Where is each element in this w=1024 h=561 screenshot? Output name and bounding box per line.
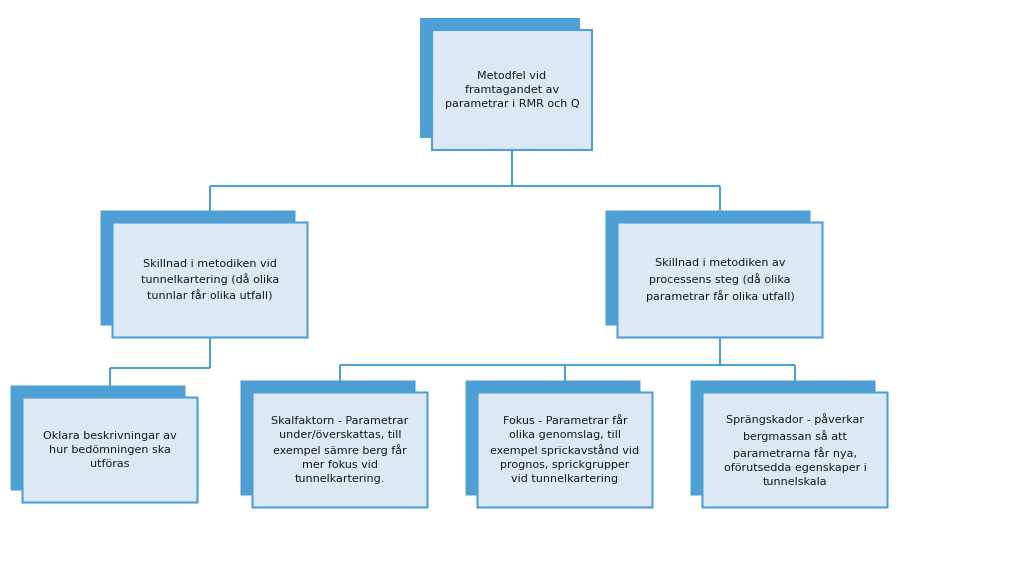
- FancyBboxPatch shape: [420, 18, 580, 138]
- Text: Skillnad i metodiken vid
tunnelkartering (då olika
tunnlar får olika utfall): Skillnad i metodiken vid tunnelkartering…: [141, 259, 280, 301]
- Text: Metodfel vid
framtagandet av
parametrar i RMR och Q: Metodfel vid framtagandet av parametrar …: [444, 71, 580, 109]
- FancyBboxPatch shape: [617, 223, 822, 338]
- Text: Sprängskador - påverkar
bergmassan så att
parametrarna får nya,
oförutsedda egen: Sprängskador - påverkar bergmassan så at…: [724, 413, 866, 487]
- FancyBboxPatch shape: [10, 385, 185, 490]
- FancyBboxPatch shape: [253, 393, 427, 508]
- FancyBboxPatch shape: [113, 223, 307, 338]
- Text: Skalfaktorn - Parametrar
under/överskattas, till
exempel sämre berg får
mer foku: Skalfaktorn - Parametrar under/överskatt…: [271, 416, 409, 485]
- Text: Skillnad i metodiken av
processens steg (då olika
parametrar får olika utfall): Skillnad i metodiken av processens steg …: [645, 258, 795, 302]
- Text: Oklara beskrivningar av
hur bedömningen ska
utföras: Oklara beskrivningar av hur bedömningen …: [43, 431, 177, 469]
- FancyBboxPatch shape: [432, 30, 592, 150]
- FancyBboxPatch shape: [702, 393, 888, 508]
- FancyBboxPatch shape: [690, 380, 876, 495]
- FancyBboxPatch shape: [100, 210, 296, 325]
- FancyBboxPatch shape: [466, 380, 640, 495]
- FancyBboxPatch shape: [477, 393, 652, 508]
- FancyBboxPatch shape: [605, 210, 811, 325]
- FancyBboxPatch shape: [23, 398, 198, 503]
- Text: Fokus - Parametrar får
olika genomslag, till
exempel sprickavstånd vid
prognos, : Fokus - Parametrar får olika genomslag, …: [490, 416, 640, 485]
- FancyBboxPatch shape: [241, 380, 416, 495]
